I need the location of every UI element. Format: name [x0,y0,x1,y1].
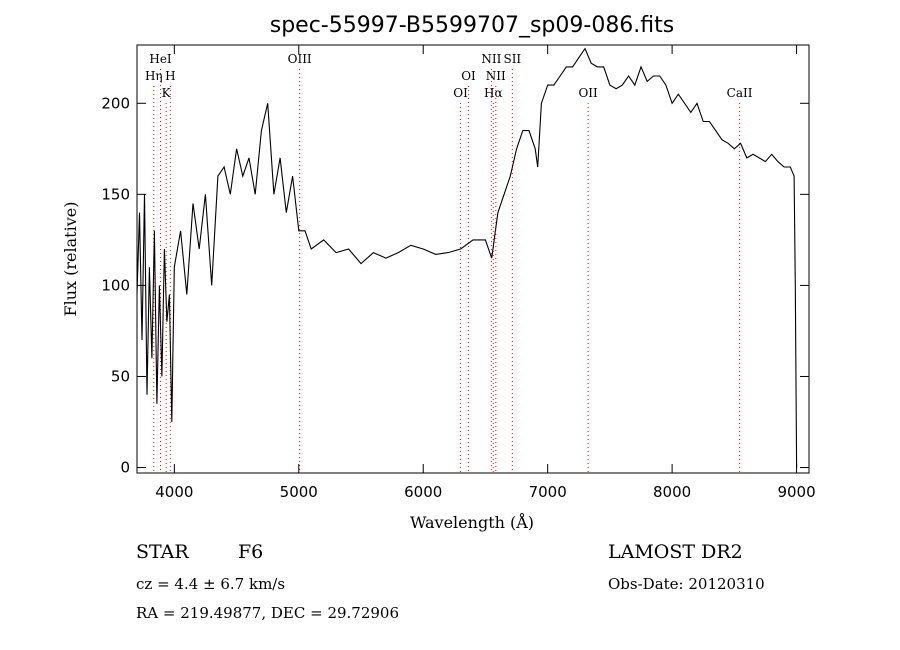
x-tick-label: 5000 [280,483,318,501]
line-marker-label: HeI [149,52,172,66]
coordinates: RA = 219.49877, DEC = 29.72906 [136,604,400,622]
line-marker-label: NII [486,69,506,83]
observation-date: Obs-Date: 20120310 [608,575,765,593]
line-marker-label: NII [481,52,501,66]
object-subclass: F6 [238,541,264,563]
x-tick-label: 6000 [404,483,442,501]
line-marker-label: OIII [288,52,312,66]
line-marker-label: Hα [484,86,503,100]
line-marker-label: Hη [145,69,163,83]
y-tick-label: 100 [101,276,130,294]
line-marker-label: H [165,69,175,83]
object-class: STAR [136,541,189,563]
line-marker-label: OII [578,86,598,100]
y-tick-label: 50 [111,367,130,385]
survey-name: LAMOST DR2 [608,541,743,563]
y-tick-label: 200 [101,94,130,112]
line-marker-labels: HeI Hη HK OIII OI OI NII NII Hα SII OII CaII [145,52,753,100]
line-marker-label: OI [453,86,468,100]
x-tick-label: 9000 [777,483,815,501]
spectrum-line [136,47,798,468]
chart-title: spec-55997-B5599707_sp09-086.fits [270,13,675,38]
plot-frame [136,44,810,474]
line-marker-label: SII [503,52,521,66]
y-tick-label: 0 [120,459,130,477]
y-tick-label: 150 [101,185,130,203]
x-axis: 4000 5000 6000 7000 8000 9000 [155,45,816,501]
x-tick-label: 7000 [529,483,567,501]
y-axis: 0 50 100 150 200 [101,94,809,477]
x-tick-label: 4000 [155,483,193,501]
line-markers [153,69,741,473]
x-axis-label: Wavelength (Å) [410,512,534,532]
x-tick-label: 8000 [653,483,691,501]
y-axis-label: Flux (relative) [61,202,80,317]
line-marker-label: K [162,86,172,100]
redshift-cz: cz = 4.4 ± 6.7 km/s [136,575,286,593]
line-marker-label: CaII [727,86,753,100]
line-marker-label: OI [461,69,476,83]
